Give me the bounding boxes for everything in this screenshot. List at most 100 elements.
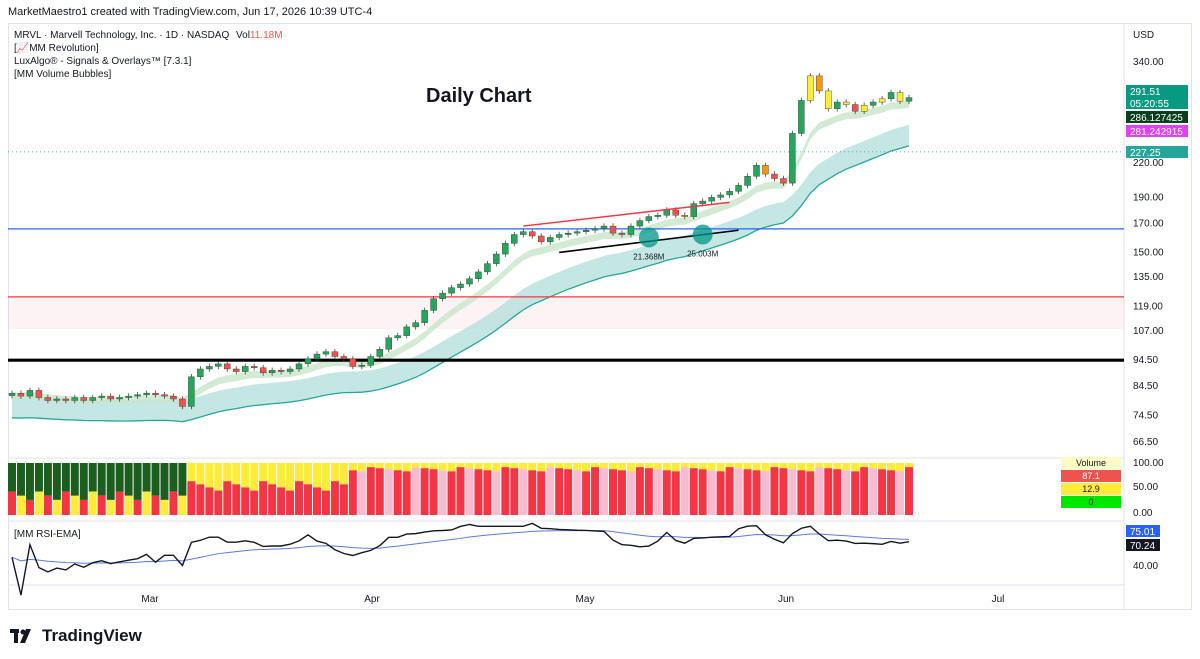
volume-bar-lower [465,468,474,515]
candle-body [538,235,545,243]
volume-bar-lower [564,469,573,515]
volume-bar-upper [546,463,555,468]
candle-body [412,322,419,328]
volume-bar-upper [312,463,321,488]
volume-bar-upper [474,463,483,470]
candle-body [502,243,509,255]
volume-bar-upper [348,463,357,471]
volume-bubble-label: 21.368M [633,252,664,261]
candle-body [726,191,733,196]
price-axis-tick: 66.50 [1133,437,1158,448]
volume-bar-lower [411,467,420,515]
volume-bar-lower [366,467,375,515]
volume-bar-lower [79,499,88,515]
candle-body [457,283,464,288]
volume-bar-upper [169,463,178,492]
volume-bar-lower [142,491,151,515]
volume-bar-upper [178,463,187,496]
candle-body [493,253,500,264]
volume-bar-upper [25,463,34,500]
symbol-legend[interactable]: MRVL · Marvell Technology, Inc. · 1D · N… [14,30,283,41]
candle-body [825,90,832,109]
price-axis-tick: 170.00 [1133,218,1164,229]
volume-bar-lower [752,470,761,515]
price-badge-text: 281.242915 [1130,127,1183,138]
volume-bar-lower [115,491,124,515]
volume-bar-upper [321,463,330,491]
candle-body [215,363,222,367]
volume-bar-upper [357,463,366,472]
volume-bar-upper [573,463,582,471]
volume-bar-lower [8,491,16,515]
volume-bar-lower [295,481,304,515]
volume-bar-upper [537,463,546,472]
volume-bar-upper [725,463,734,468]
volume-bar-lower [259,481,268,515]
rsi-line [11,522,910,596]
rsi-ema-line [11,530,910,564]
volume-bar-upper [833,463,842,470]
candle-body [421,310,428,323]
candle-body [717,194,724,198]
volume-bar-lower [716,471,725,515]
candle-body [618,232,626,235]
indicator-mm-revolution[interactable]: [📈MM Revolution] [14,43,99,54]
volume-bar-lower [689,468,698,515]
volume-bubble [692,224,713,245]
volume-bar-upper [447,463,456,472]
volume-table-cell: 12.9 [1061,483,1121,495]
candle-body [681,215,688,217]
volume-bar-lower [528,470,537,515]
volume-bar-upper [483,463,492,471]
candle-body [690,203,697,217]
candle-body [259,367,267,374]
volume-bar-upper [393,463,402,471]
volume-bar-lower [591,467,600,515]
volume-bar-lower [25,499,34,515]
volume-bar-lower [277,487,286,515]
volume-bar-lower [133,499,142,515]
candle-body [520,231,527,235]
credit-text: MarketMaestro1 created with TradingView.… [8,6,373,18]
volume-bar-lower [196,484,205,515]
volume-bar-lower [106,499,115,515]
candle-body [573,231,581,234]
candle-body [672,209,679,216]
volume-bar-upper [43,463,52,496]
volume-bar-lower [743,469,752,515]
candle-body [699,200,706,204]
candle-body [780,178,787,184]
candle-body [80,397,87,401]
volume-bar-lower [770,467,779,515]
candle-body [313,353,321,360]
volume-bar-lower [151,495,160,515]
candle-body [367,356,374,366]
price-badge [1126,146,1188,158]
volume-bar-lower [662,470,671,515]
tradingview-logo[interactable]: TradingView [10,626,142,646]
resistance-zone [8,296,1124,330]
volume-bar-upper [187,463,196,482]
volume-bar-upper [842,463,851,471]
indicator-luxalgo[interactable]: LuxAlgo® - Signals & Overlays™ [7.3.1] [14,56,192,67]
candle-body [152,393,159,395]
volume-bar-upper [250,463,259,491]
candle-body [295,363,303,370]
volume-bar-upper [214,463,223,491]
candle-body [358,364,366,367]
volume-bar-lower [438,470,447,515]
volume-bar-upper [465,463,474,469]
volume-bar-upper [752,463,761,471]
rsi-panel-label: [MM RSI-EMA] [14,529,81,540]
candle-body [206,366,213,370]
time-axis-label: Jun [778,594,794,605]
volume-label: Vol [236,30,250,41]
volume-bar-upper [806,463,815,472]
indicator-volume-bubbles[interactable]: [MM Volume Bubbles] [14,69,112,80]
candle-body [268,370,276,374]
candle-body [53,398,61,401]
rsi-badge [1126,525,1160,537]
volume-bar-lower [97,495,106,515]
volume-bar-upper [860,463,869,468]
